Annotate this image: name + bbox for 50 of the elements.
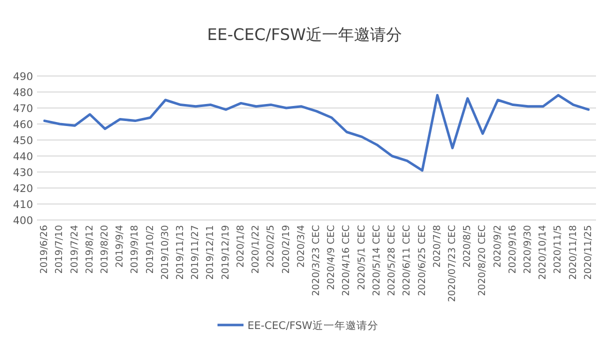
x-tick-label: 2020/5/14 CEC [371,224,382,296]
y-tick-label: 450 [12,135,33,147]
x-tick-label: 2020/11/18 [568,225,579,280]
x-tick-label: 2019/11/13 [175,225,186,280]
x-tick-label: 2019/7/10 [54,225,66,274]
x-tick-label: 2019/12/19 [220,225,232,280]
y-tick-label: 460 [12,119,33,131]
legend-label: EE-CEC/FSW近一年邀请分 [248,319,378,332]
x-tick-label: 2019/9/4 [114,225,126,268]
x-tick-label: 2020/5/28 CEC [386,224,398,296]
x-tick-label: 2019/9/18 [130,225,141,274]
x-tick-label: 2019/8/20 [99,225,110,274]
chart-title: EE-CEC/FSW近一年邀请分 [207,25,402,44]
y-tick-label: 470 [12,103,33,115]
y-tick-label: 490 [12,71,33,83]
x-tick-label: 2020/3/4 [296,225,307,268]
x-tick-label: 2020/3/23 CEC [311,224,322,296]
x-tick-label: 2020/1/8 [235,225,246,268]
x-tick-label: 2020/2/19 [280,225,292,274]
x-tick-label: 2019/7/24 [69,225,80,274]
x-tick-label: 2020/8/20 CEC [477,224,488,296]
x-tick-label: 2020/9/2 [492,225,504,268]
x-tick-label: 2020/11/25 [582,225,594,280]
line-series [43,94,590,172]
x-tick-label: 2019/10/30 [160,225,171,280]
x-tick-label: 2020/07/23 CEC [446,224,458,302]
y-tick-label: 440 [12,151,33,163]
x-tick-label: 2020/8/5 [462,225,474,268]
x-tick-label: 2019/8/12 [84,225,96,274]
x-tick-label: 2020/5/1 CEC [356,224,368,290]
x-tick-label: 2020/4/16 CEC [341,224,352,296]
y-tick-label: 480 [12,87,33,99]
x-tick-label: 2020/1/22 [250,225,262,274]
x-tick-label: 2019/10/2 [144,225,156,274]
x-tick-label: 2020/6/25 CEC [416,224,428,296]
x-tick-label: 2020/6/11 CEC [402,224,413,296]
y-tick-label: 420 [12,183,33,195]
x-tick-label: 2020/9/16 [507,225,518,274]
x-tick-label: 2020/7/8 [432,225,443,268]
x-tick-label: 2019/6/26 [39,225,50,274]
x-tick-label: 2019/11/27 [190,225,202,280]
x-tick-label: 2019/12/11 [205,225,216,280]
y-tick-label: 400 [12,215,33,227]
x-tick-label: 2020/11/5 [552,225,564,274]
x-tick-label: 2020/9/30 [522,225,534,274]
x-tick-label: 2020/10/14 [538,225,549,280]
y-tick-label: 410 [12,199,33,211]
x-tick-label: 2020/4/9 CEC [326,224,338,290]
x-tick-label: 2020/2/5 [266,225,277,268]
y-tick-label: 430 [12,167,33,179]
